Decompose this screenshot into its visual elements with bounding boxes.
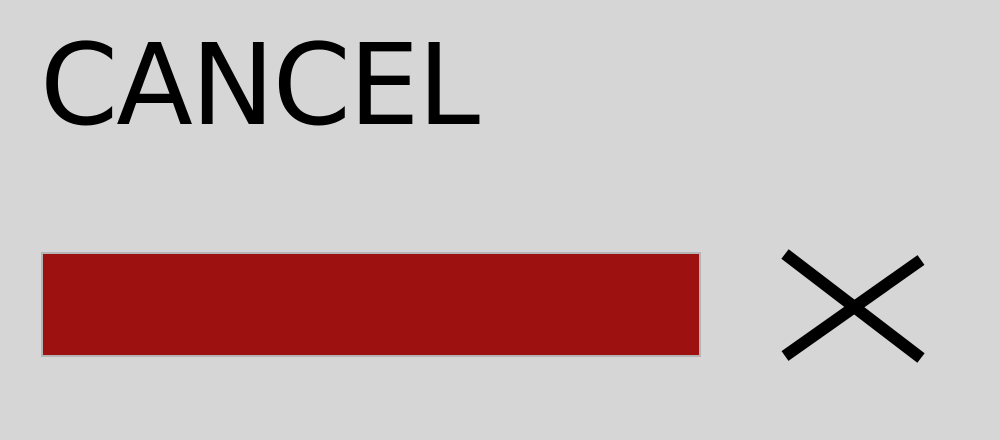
cancel-title: CANCEL [40,21,480,151]
progress-bar [41,252,701,357]
close-icon [781,249,925,363]
close-button[interactable] [775,246,930,366]
progress-bar-fill [43,254,699,355]
